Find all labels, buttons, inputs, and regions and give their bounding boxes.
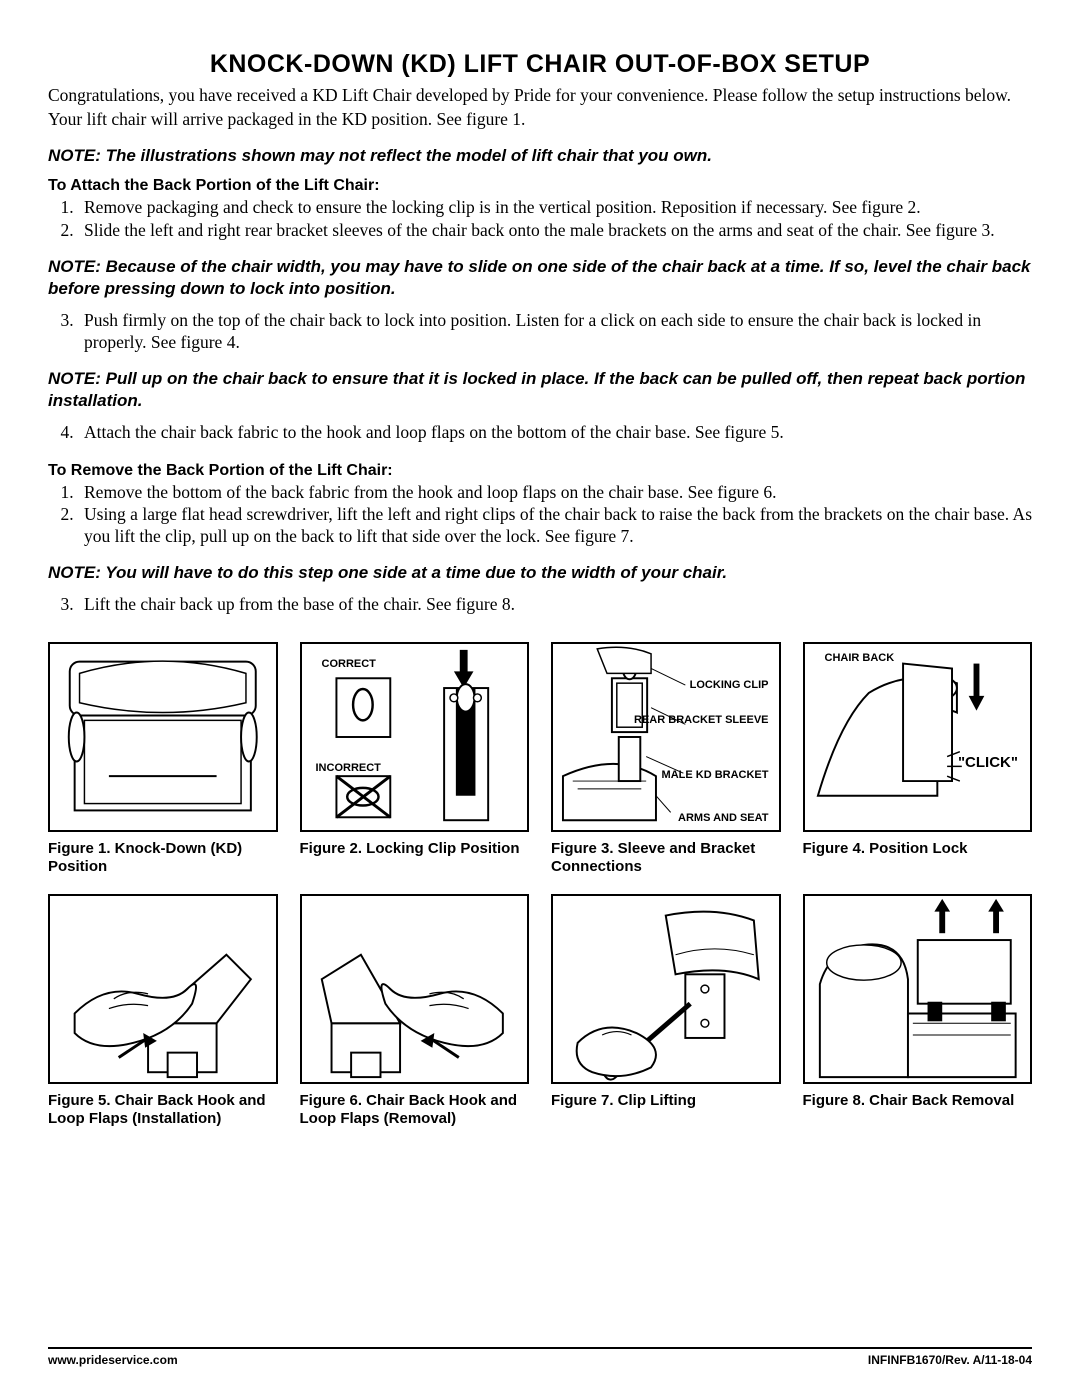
attach-step-2: Slide the left and right rear bracket sl…	[78, 220, 1032, 242]
note-4: NOTE: You will have to do this step one …	[48, 562, 1032, 584]
attach-step-1: Remove packaging and check to ensure the…	[78, 197, 1032, 219]
figure-1-caption: Figure 1. Knock-Down (KD) Position	[48, 840, 278, 876]
remove-list-b: Lift the chair back up from the base of …	[48, 594, 1032, 616]
page-title: KNOCK-DOWN (KD) LIFT CHAIR OUT-OF-BOX SE…	[48, 50, 1032, 79]
remove-step-2: Using a large flat head screwdriver, lif…	[78, 504, 1032, 548]
figure-6: Figure 6. Chair Back Hook and Loop Flaps…	[300, 894, 530, 1128]
intro-line-2: Your lift chair will arrive packaged in …	[48, 109, 1032, 131]
note-2: NOTE: Because of the chair width, you ma…	[48, 256, 1032, 300]
figure-2: CORRECT INCORRECT	[300, 642, 530, 876]
figure-2-caption: Figure 2. Locking Clip Position	[300, 840, 530, 858]
attach-step-4: Attach the chair back fabric to the hook…	[78, 422, 1032, 444]
figure-1: Figure 1. Knock-Down (KD) Position	[48, 642, 278, 876]
label-incorrect: INCORRECT	[316, 762, 381, 774]
figure-3-caption: Figure 3. Sleeve and Bracket Connections	[551, 840, 781, 876]
label-male-bracket: MALE KD BRACKET	[662, 769, 769, 781]
footer-url: www.prideservice.com	[48, 1353, 178, 1367]
figure-5-caption: Figure 5. Chair Back Hook and Loop Flaps…	[48, 1092, 278, 1128]
page: KNOCK-DOWN (KD) LIFT CHAIR OUT-OF-BOX SE…	[0, 0, 1080, 1397]
intro-line-1: Congratulations, you have received a KD …	[48, 85, 1032, 107]
figure-8: Figure 8. Chair Back Removal	[803, 894, 1033, 1128]
label-correct: CORRECT	[322, 658, 376, 670]
footer-doc-id: INFINFB1670/Rev. A/11-18-04	[868, 1353, 1032, 1367]
remove-step-3: Lift the chair back up from the base of …	[78, 594, 1032, 616]
label-chair-back: CHAIR BACK	[825, 652, 895, 664]
attach-heading: To Attach the Back Portion of the Lift C…	[48, 177, 1032, 195]
figure-5: Figure 5. Chair Back Hook and Loop Flaps…	[48, 894, 278, 1128]
figure-7: Figure 7. Clip Lifting	[551, 894, 781, 1128]
note-3: NOTE: Pull up on the chair back to ensur…	[48, 368, 1032, 412]
attach-list-a: Remove packaging and check to ensure the…	[48, 197, 1032, 242]
figure-7-caption: Figure 7. Clip Lifting	[551, 1092, 781, 1110]
attach-step-3: Push firmly on the top of the chair back…	[78, 310, 1032, 354]
attach-list-b: Push firmly on the top of the chair back…	[48, 310, 1032, 354]
figure-row-1: Figure 1. Knock-Down (KD) Position CORRE…	[48, 642, 1032, 876]
remove-list-a: Remove the bottom of the back fabric fro…	[48, 482, 1032, 549]
label-locking-clip: LOCKING CLIP	[690, 679, 769, 691]
figure-4-caption: Figure 4. Position Lock	[803, 840, 1033, 858]
footer: www.prideservice.com INFINFB1670/Rev. A/…	[48, 1347, 1032, 1367]
figure-8-caption: Figure 8. Chair Back Removal	[803, 1092, 1033, 1110]
figure-3: LOCKING CLIP REAR BRACKET SLEEVE MALE KD…	[551, 642, 781, 876]
note-1: NOTE: The illustrations shown may not re…	[48, 145, 1032, 167]
label-arms-seat: ARMS AND SEAT	[678, 812, 768, 824]
remove-step-1: Remove the bottom of the back fabric fro…	[78, 482, 1032, 504]
remove-heading: To Remove the Back Portion of the Lift C…	[48, 462, 1032, 480]
label-rear-bracket: REAR BRACKET SLEEVE	[634, 714, 768, 726]
figure-row-2: Figure 5. Chair Back Hook and Loop Flaps…	[48, 894, 1032, 1128]
label-click: "CLICK"	[958, 754, 1018, 771]
attach-list-c: Attach the chair back fabric to the hook…	[48, 422, 1032, 444]
figure-6-caption: Figure 6. Chair Back Hook and Loop Flaps…	[300, 1092, 530, 1128]
figure-4: CHAIR BACK "CLICK"	[803, 642, 1033, 876]
